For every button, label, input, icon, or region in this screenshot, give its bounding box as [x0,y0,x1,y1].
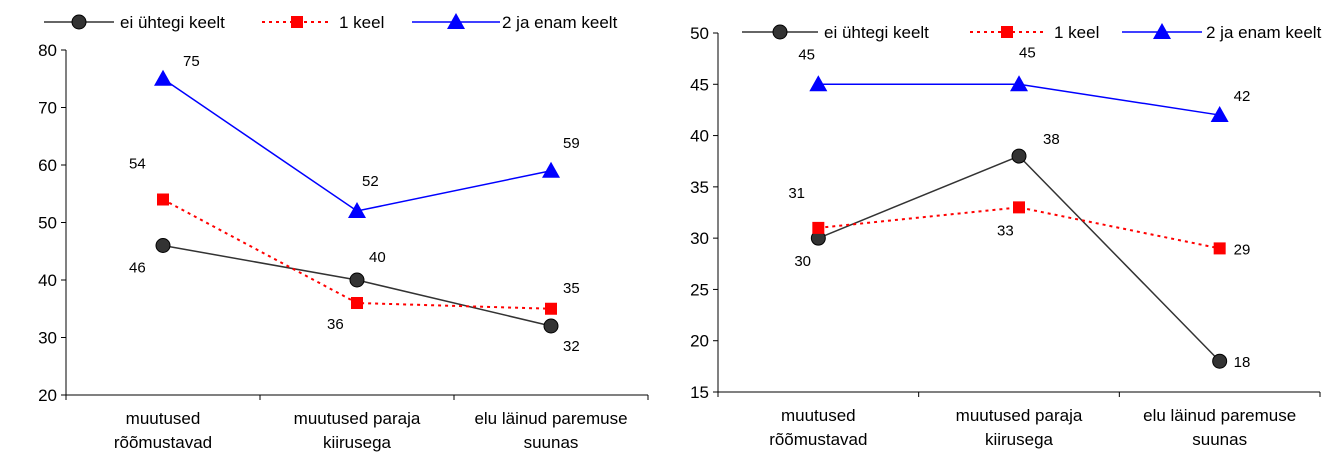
x-category-label-line: rõõmustavad [114,433,212,452]
x-category-label: muutused rõõmustavad [114,409,212,452]
legend-label: 2 ja enam keelt [502,13,618,32]
y-tick-label: 30 [38,329,57,348]
x-category-label-line: rõõmustavad [769,430,867,449]
data-point [1210,106,1229,123]
x-category-label: muutused rõõmustavad [769,406,867,449]
x-category-label-line: kiirusega [323,433,392,452]
data-point [1010,75,1028,92]
data-label: 18 [1234,354,1251,371]
y-tick-label: 40 [690,127,709,146]
x-category-label-line: suunas [524,433,579,452]
legend-label: 1 keel [339,13,384,32]
data-point [1212,353,1228,369]
legend-marker [1001,26,1013,38]
series-0: 30 38 18 [794,131,1250,371]
y-tick-label: 20 [38,386,57,405]
y-tick-label: 45 [690,75,709,94]
x-category-label-line: muutused paraja [294,409,421,428]
legend-marker [71,14,87,30]
series-line [818,155,1221,362]
data-point [157,193,169,206]
data-label: 32 [563,338,580,355]
legend-marker [291,16,303,28]
legend-label: 1 keel [1054,23,1099,42]
x-category-label-line: muutused [126,409,201,428]
data-label: 29 [1234,241,1251,258]
data-label: 30 [794,253,811,270]
y-tick-label: 35 [690,178,709,197]
legend-label: ei ühtegi keelt [824,23,929,42]
y-tick-label: 40 [38,271,57,290]
data-point [154,69,172,86]
x-category-label: muutused paraja kiirusega [294,409,421,452]
y-tick-label: 15 [690,383,709,402]
legend-marker [447,13,465,29]
data-label: 31 [788,185,805,202]
x-category-label-line: suunas [1192,430,1247,449]
legend: ei ühtegi keelt 1 keel 2 ja enam keelt [44,13,618,32]
data-point [348,202,366,218]
x-category-label-line: kiirusega [985,430,1054,449]
legend-marker [772,24,788,40]
data-label: 45 [1019,44,1036,61]
legend-marker [1153,23,1171,39]
x-category-label: muutused paraja kiirusega [956,406,1083,449]
data-label: 36 [327,316,344,333]
x-category-label: elu läinud paremuse suunas [474,409,627,452]
data-label: 40 [369,249,386,266]
series-0: 46 40 32 [129,238,580,355]
series-2: 75 52 59 [154,53,580,218]
series-line [162,78,552,212]
data-label: 45 [798,46,815,63]
data-point [545,302,557,315]
y-tick-label: 50 [38,214,57,233]
data-point [1011,148,1027,164]
series-2: 45 45 42 [798,44,1251,123]
y-tick-label: 60 [38,156,57,175]
x-category-label-line: muutused [781,406,856,425]
legend-label: 2 ja enam keelt [1206,23,1322,42]
data-point [542,161,560,178]
data-label: 52 [362,173,379,190]
y-tick-label: 30 [690,229,709,248]
y-tick-label: 50 [690,24,709,43]
series-1: 54 36 35 [129,156,580,334]
data-label: 38 [1043,131,1060,148]
legend-label: ei ühtegi keelt [120,13,225,32]
data-point [812,221,825,234]
data-label: 54 [129,156,146,173]
data-label: 42 [1234,88,1251,105]
y-tick-label: 80 [38,41,57,60]
series-1: 31 33 29 [788,185,1250,259]
y-tick-label: 70 [38,99,57,118]
y-tick-label: 25 [690,280,709,299]
y-tick-label: 20 [690,332,709,351]
legend: ei ühtegi keelt 1 keel 2 ja enam keelt [742,23,1322,42]
data-label: 75 [183,53,200,70]
data-label: 46 [129,260,146,277]
x-category-label-line: elu läinud paremuse [1143,406,1296,425]
data-point [349,272,365,288]
series-line [818,206,1220,250]
data-point [351,297,363,309]
data-point [155,238,171,253]
data-label: 35 [563,280,580,297]
x-category-label-line: elu läinud paremuse [474,409,627,428]
x-category-label-line: muutused paraja [956,406,1083,425]
data-point [543,318,559,334]
data-label: 33 [997,222,1014,239]
data-point [809,75,828,92]
x-category-label: elu läinud paremuse suunas [1143,406,1296,449]
data-point [1013,201,1025,214]
data-point [1213,242,1226,255]
data-label: 59 [563,135,580,152]
